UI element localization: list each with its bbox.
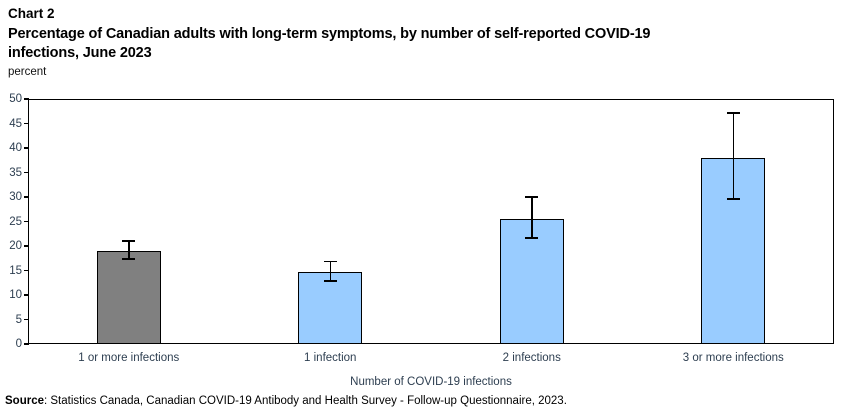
x-axis-category-label: 1 or more infections (78, 352, 180, 364)
y-axis-tick-label: 10 (9, 289, 22, 301)
x-axis-title: Number of COVID-19 infections (350, 376, 512, 388)
y-axis-tick-label: 35 (9, 166, 22, 179)
y-axis-tick-label: 15 (9, 264, 22, 277)
y-axis-tick-label: 45 (9, 117, 22, 130)
plot-area (28, 99, 834, 344)
x-axis-category-label: 3 or more infections (682, 352, 784, 364)
y-axis-tick-label: 30 (9, 191, 22, 203)
source-text: : Statistics Canada, Canadian COVID-19 A… (44, 395, 567, 407)
chart-title: Percentage of Canadian adults with long-… (8, 25, 848, 62)
y-axis-tick-label: 5 (15, 313, 22, 326)
y-axis-tick-label: 40 (9, 142, 22, 154)
y-axis-tick-label: 0 (15, 338, 22, 350)
y-axis-unit-label: percent (8, 66, 47, 78)
y-axis-tick-label: 50 (9, 93, 22, 105)
y-axis-tick-label: 25 (9, 215, 22, 228)
x-axis-category-label: 1 infection (304, 352, 357, 364)
y-axis-tick-label: 20 (9, 240, 22, 252)
chart-title-line2: infections, June 2023 (8, 44, 152, 61)
chart-number-label: Chart 2 (8, 6, 55, 21)
x-axis-category-label: 2 infections (502, 352, 561, 364)
chart-title-line1: Percentage of Canadian adults with long-… (8, 26, 651, 42)
source-label: Source (5, 395, 44, 407)
source-note: Source: Statistics Canada, Canadian COVI… (5, 395, 567, 407)
